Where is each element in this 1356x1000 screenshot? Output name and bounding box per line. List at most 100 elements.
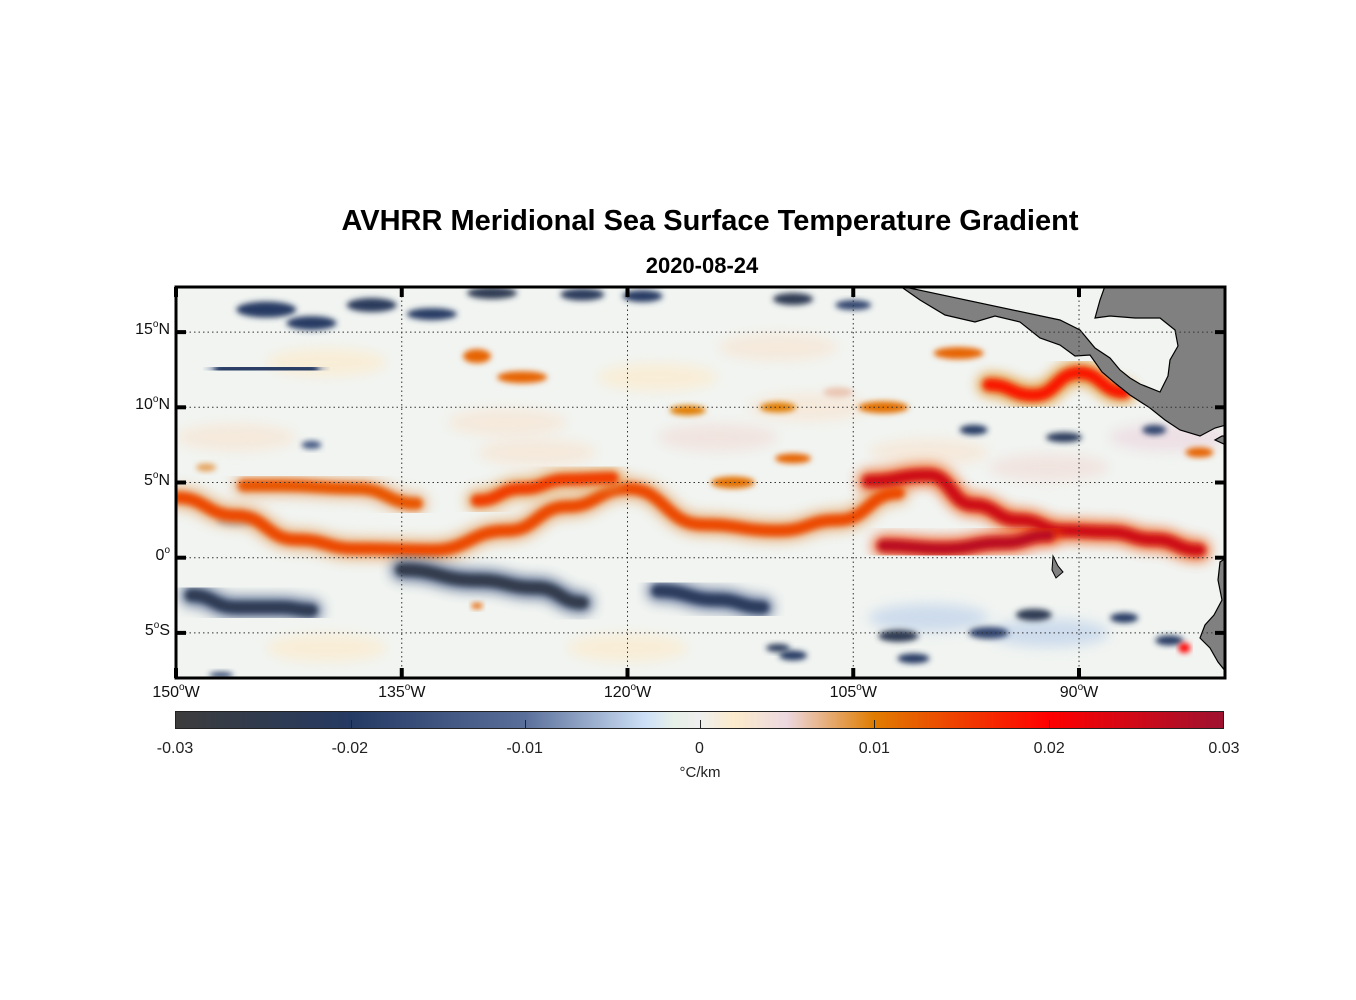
- feature-negative-band-south-3: [651, 584, 769, 614]
- land-south-america: [1199, 557, 1225, 672]
- field-patch: [748, 393, 869, 422]
- field-patch: [597, 363, 718, 392]
- field-blob: [933, 347, 984, 360]
- lon-label-hemisphere: W: [1083, 684, 1099, 701]
- field-patch: [988, 453, 1109, 482]
- feature-northern-loop: [237, 479, 423, 510]
- lat-label-value: 5: [143, 471, 153, 489]
- lat-label: 10oN: [110, 394, 170, 414]
- degree-symbol: o: [856, 682, 862, 693]
- field-blob: [823, 387, 854, 398]
- colorbar-tick-label: -0.03: [156, 740, 194, 757]
- sst-gradient-map: [174, 285, 1227, 680]
- field-patch: [657, 423, 778, 452]
- colorbar: [175, 711, 1224, 729]
- colorbar-unit: °C/km: [679, 764, 721, 781]
- colorbar-tick: [1048, 720, 1050, 728]
- lat-label: 5oN: [110, 469, 170, 490]
- colorbar-tick-label: -0.02: [331, 740, 369, 757]
- gradient-field: [176, 287, 1225, 678]
- degree-symbol: o: [179, 682, 185, 693]
- lon-label: 135oW: [362, 682, 442, 702]
- lon-label-value: 120: [603, 684, 631, 701]
- lon-label-hemisphere: W: [184, 684, 200, 701]
- land-central-america: [900, 287, 1225, 437]
- field-blob: [959, 424, 988, 435]
- lat-label: 15oN: [110, 319, 170, 339]
- feature-south-core: [877, 529, 1055, 555]
- degree-symbol: o: [152, 319, 159, 331]
- field-blob: [760, 402, 797, 413]
- field-blob: [286, 316, 337, 331]
- colorbar-tick-label: -0.01: [506, 740, 543, 757]
- lon-label-hemisphere: W: [636, 684, 652, 701]
- field-blob: [1110, 612, 1139, 623]
- feature-negative-band-south-2: [395, 563, 589, 609]
- lat-label: 5oS: [110, 619, 170, 640]
- lat-label-value: 10: [135, 396, 153, 414]
- field-blob: [669, 405, 706, 416]
- lat-label-hemisphere: S: [159, 621, 170, 639]
- colorbar-tick-label: 0.01: [858, 740, 890, 757]
- land-galapagos: [1051, 554, 1064, 579]
- field-patch: [868, 603, 989, 632]
- lat-label-hemisphere: N: [158, 321, 170, 339]
- field-blob: [471, 602, 484, 609]
- degree-symbol: o: [152, 469, 159, 481]
- field-patch: [718, 333, 839, 362]
- field-patch: [266, 633, 387, 662]
- field-blob: [773, 293, 814, 306]
- colorbar-tick: [525, 720, 526, 728]
- feature-coastal-front-north: [982, 366, 1131, 402]
- colorbar-tick: [874, 720, 875, 728]
- map-title: AVHRR Meridional Sea Surface Temperature…: [341, 205, 1079, 237]
- degree-symbol: o: [152, 394, 159, 406]
- feature-negative-band-north: [215, 362, 318, 376]
- field-blob: [968, 626, 1009, 639]
- field-blob: [467, 287, 518, 300]
- colorbar-tick-label: 0: [695, 740, 704, 757]
- lon-label-hemisphere: W: [410, 684, 426, 701]
- feature-equatorial-front-west: [176, 482, 905, 557]
- lat-label: 0o: [110, 545, 170, 565]
- degree-symbol: o: [404, 682, 411, 693]
- field-blob: [878, 629, 919, 642]
- field-blob: [622, 290, 663, 303]
- field-blob: [779, 650, 808, 661]
- lon-label: 105oW: [813, 682, 893, 702]
- map-subtitle: 2020-08-24: [645, 253, 759, 278]
- field-blob: [301, 440, 322, 449]
- lon-label: 150oW: [136, 682, 216, 702]
- lon-label-value: 105: [829, 684, 857, 701]
- graticule: [176, 287, 1225, 678]
- colorbar-tick-label: 0.02: [1033, 740, 1065, 757]
- field-blob: [1045, 432, 1082, 443]
- field-blob: [775, 453, 812, 464]
- field-blob: [346, 298, 397, 313]
- colorbar-tick: [699, 720, 701, 728]
- lon-label-value: 135: [378, 684, 405, 701]
- lat-label-hemisphere: N: [158, 396, 170, 414]
- feature-northern-crest-2: [471, 471, 619, 507]
- field-patch: [447, 408, 568, 437]
- degree-symbol: o: [153, 619, 160, 631]
- field-blob: [236, 301, 297, 318]
- lon-label-value: 90: [1059, 684, 1078, 701]
- field-blob: [1178, 642, 1191, 653]
- lon-label: 120oW: [588, 682, 668, 702]
- colorbar-tick-label: 0.03: [1208, 740, 1240, 757]
- feature-negative-band-south-1: [185, 589, 318, 617]
- lat-label-hemisphere: N: [158, 471, 170, 489]
- field-blob: [1185, 447, 1214, 458]
- lon-label: 90oW: [1039, 682, 1119, 702]
- lon-label-value: 150: [152, 684, 180, 701]
- field-patch: [176, 423, 297, 452]
- field-blob: [897, 653, 930, 664]
- colorbar-tick: [350, 720, 352, 728]
- degree-symbol: o: [630, 682, 637, 693]
- lon-label-hemisphere: W: [861, 684, 877, 701]
- field-blob: [196, 463, 217, 472]
- field-patch: [477, 438, 598, 467]
- lat-label-value: 5: [144, 621, 154, 639]
- degree-symbol: o: [1077, 682, 1084, 693]
